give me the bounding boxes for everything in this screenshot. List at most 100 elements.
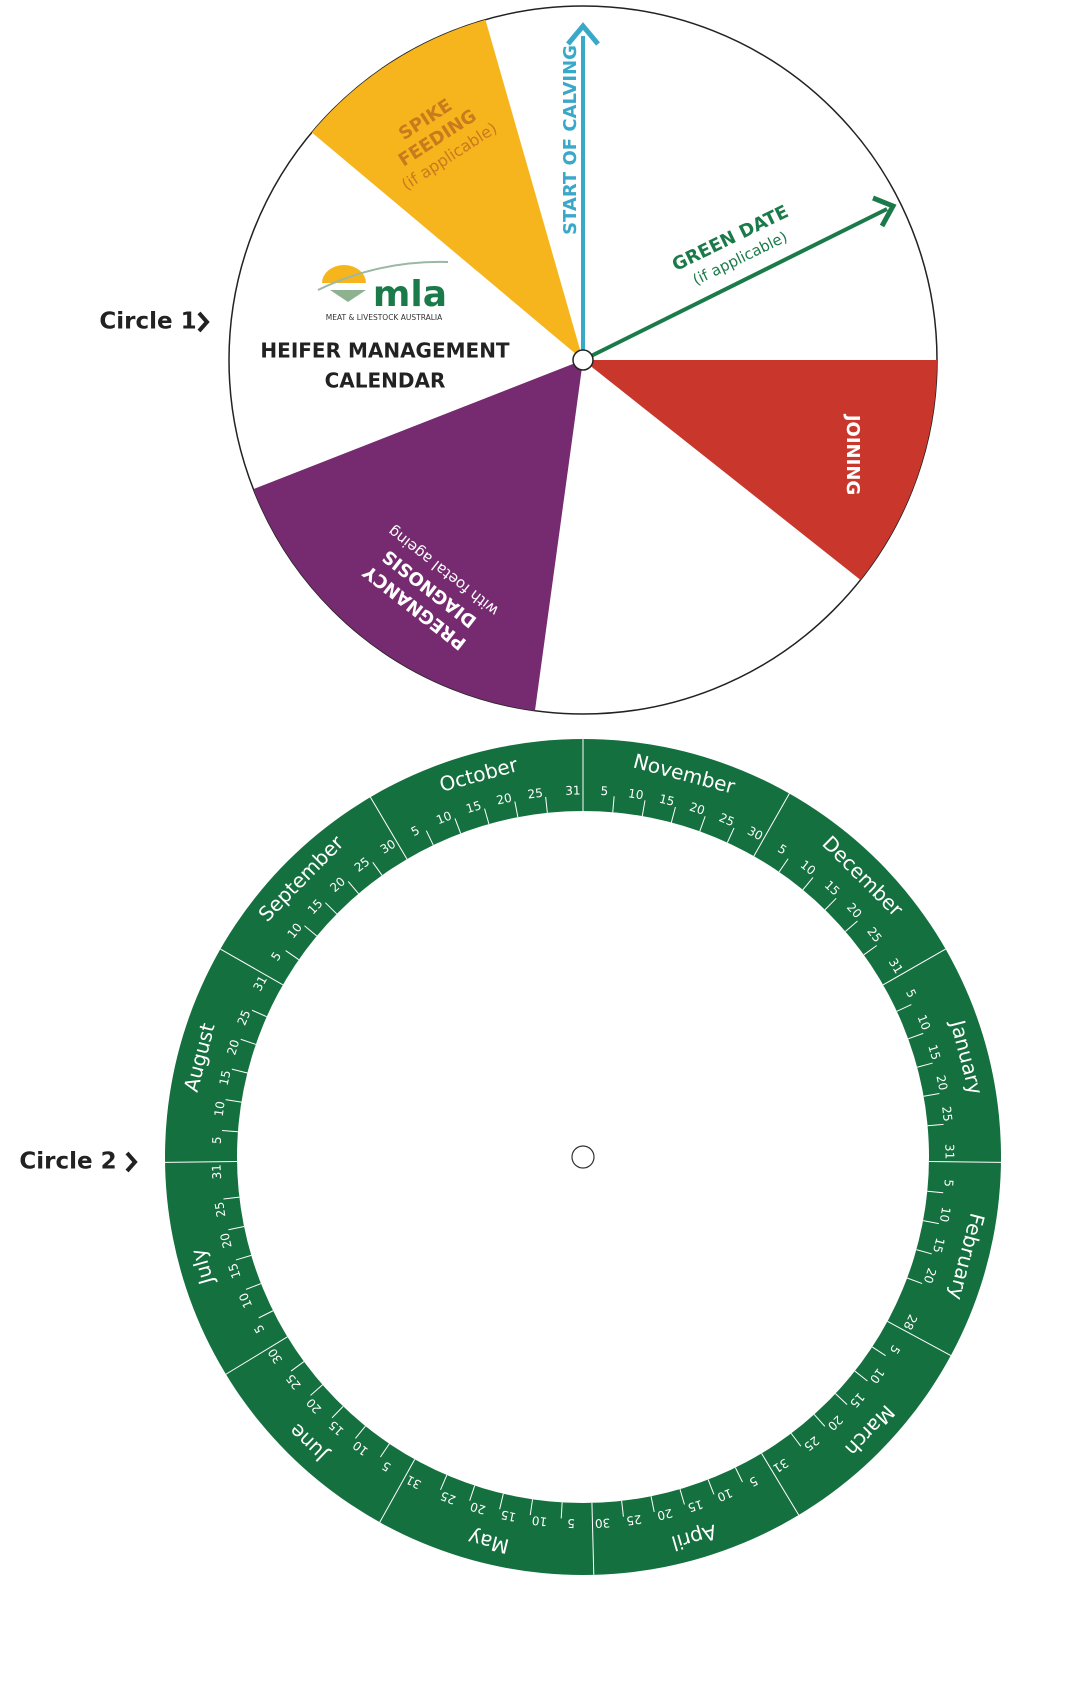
day-number: 20 [921,1266,939,1285]
day-number: 20 [495,791,513,808]
day-tick [223,1196,240,1200]
month-divider [887,1320,952,1356]
logo-name: mla [373,274,447,315]
day-tick [612,796,615,813]
pivot [572,349,594,371]
day-tick [545,796,548,813]
logo-hill [330,290,366,302]
day-tick [285,950,300,961]
day-tick [529,1499,534,1516]
day-tick [499,1493,504,1510]
day-number: 31 [209,1164,224,1180]
day-tick [228,1226,245,1231]
day-tick [621,1500,624,1517]
day-tick [251,1009,267,1018]
day-tick [235,1254,252,1261]
day-number: 15 [658,792,676,809]
circle-2-label: Circle 2 [19,1149,116,1175]
day-tick [707,1479,715,1495]
day-tick [923,1092,940,1097]
green-arrow-head [872,195,897,228]
day-number: 20 [933,1074,950,1092]
day-tick [231,1068,248,1074]
day-tick [454,818,462,834]
circle-2: January51015202531February510152028March… [165,739,1001,1575]
day-tick [927,1123,944,1127]
day-number: 20 [469,1499,488,1517]
day-tick [514,801,519,818]
day-number: 30 [595,1516,611,1531]
month-divider [882,948,946,986]
day-tick [871,1346,886,1357]
day-number: 15 [464,798,483,816]
calving-arrow-head [566,22,600,46]
day-tick [699,816,706,832]
day-tick [331,1406,344,1419]
day-tick [221,1130,238,1133]
day-tick [896,1004,912,1012]
day-number: 30 [745,824,765,844]
month-divider [753,793,790,857]
month-divider [928,1160,1001,1163]
day-number: 5 [600,784,608,798]
day-number: 10 [236,1291,255,1311]
day-tick [923,1220,939,1225]
day-number: 20 [224,1038,242,1057]
day-number: 5 [210,1136,224,1144]
pregnancy-wedge [253,360,583,711]
day-tick [908,1032,924,1040]
day-number: 20 [656,1506,674,1523]
day-number: 31 [886,956,906,976]
day-number: 5 [567,1516,575,1530]
month-divider [225,1336,288,1375]
joining-label: JOINING [842,413,863,495]
day-number: 25 [625,1512,642,1528]
day-number: 10 [937,1206,953,1223]
day-number: 10 [434,809,453,828]
day-tick [641,800,646,817]
day-number: 25 [438,1488,457,1507]
day-tick [425,830,434,846]
day-tick [778,858,789,873]
day-tick [354,1425,366,1439]
green-arrow [582,207,888,362]
day-number: 31 [942,1144,956,1159]
day-number: 30 [378,837,398,857]
day-number: 15 [500,1507,518,1524]
day-tick [927,1190,944,1194]
circle-1-label: Circle 1 [99,309,196,335]
day-number: 10 [715,1485,735,1504]
day-tick [845,920,858,932]
day-tick [560,1502,563,1519]
day-tick [734,1467,743,1483]
day-tick [380,1443,390,1458]
day-number: 20 [218,1231,235,1249]
day-tick [854,1370,868,1382]
day-number: 15 [686,1497,705,1515]
day-tick [802,877,814,891]
calving-label: START OF CALVING [560,45,581,235]
day-number: 25 [939,1105,955,1122]
day-number: 31 [404,1472,424,1491]
chevron [197,311,210,333]
day-tick [824,897,837,911]
day-tick [679,1488,685,1505]
day-number: 10 [627,786,644,802]
day-number: 25 [717,810,737,829]
day-tick [484,808,490,825]
month-divider [165,1160,238,1163]
day-tick [240,1038,256,1045]
spike-wedge [311,19,583,361]
day-tick [650,1496,655,1513]
month-divider [591,1502,595,1575]
day-tick [310,1384,323,1396]
day-tick [347,881,359,894]
day-number: 31 [565,783,581,797]
day-tick [906,1277,923,1285]
day-tick [304,925,318,937]
day-tick [325,902,338,915]
logo-swoosh [317,260,449,291]
month-divider [761,1453,800,1516]
day-tick [440,1474,448,1490]
